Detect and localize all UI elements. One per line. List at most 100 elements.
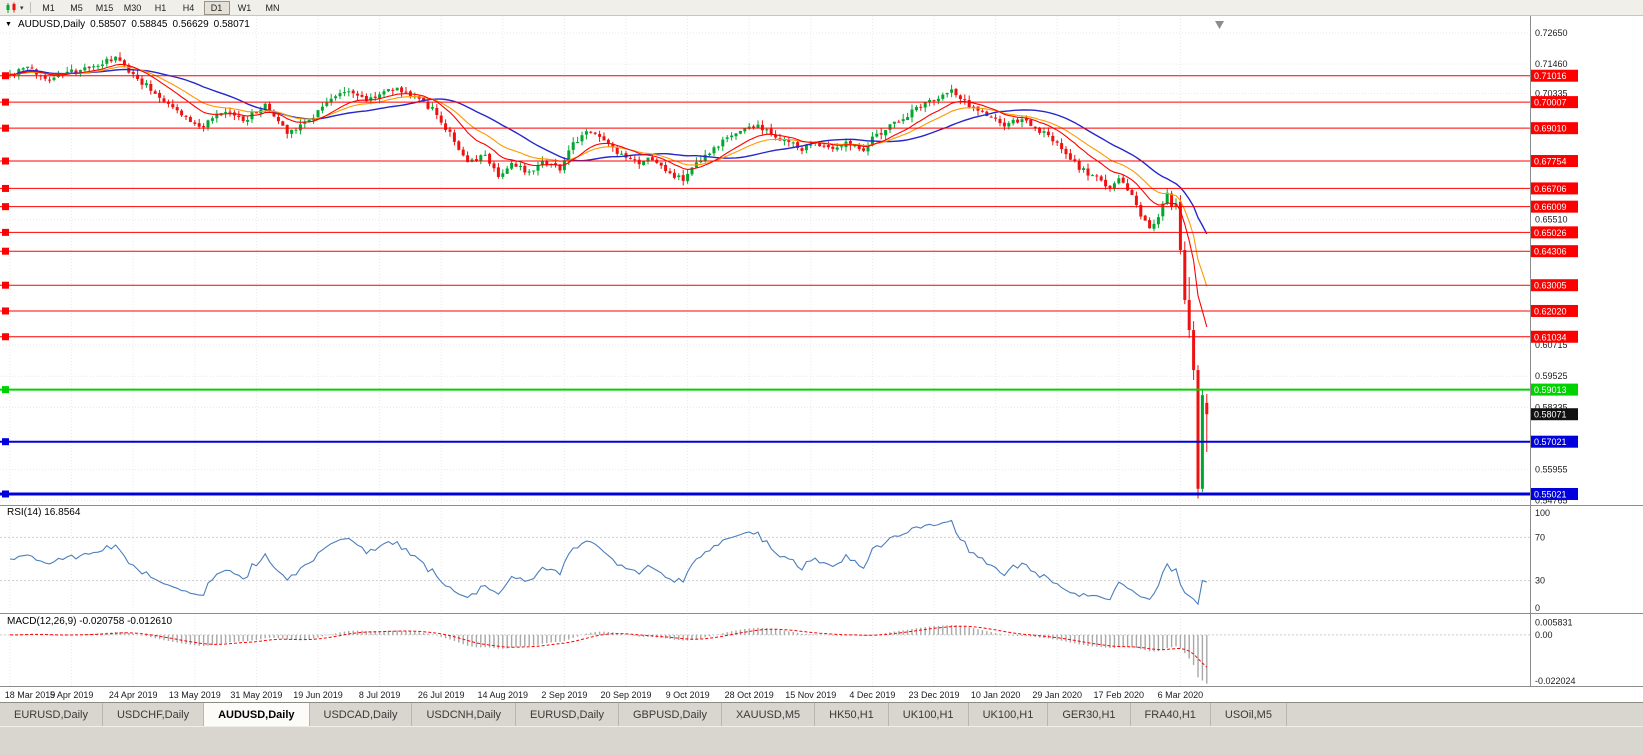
svg-text:0.69010: 0.69010 — [1534, 124, 1567, 134]
svg-text:0.66009: 0.66009 — [1534, 202, 1567, 212]
date-label: 26 Jul 2019 — [418, 690, 465, 700]
price-badge-0.65026: 0.65026 — [1531, 226, 1578, 239]
date-label: 2 Sep 2019 — [541, 690, 587, 700]
price-axis-label: 0.60715 — [1535, 340, 1568, 350]
timeframe-button-h1[interactable]: H1 — [154, 2, 167, 13]
svg-text:0.70007: 0.70007 — [1534, 98, 1567, 108]
dropdown-caret-icon: ▾ — [20, 4, 24, 12]
timeframe-button-m1[interactable]: M1 — [42, 2, 55, 13]
ohlc-open: 0.58507 — [90, 19, 127, 30]
price-axis: 0.72650 0.71460 0.70335 0.65510 0.60715 0.595… — [1535, 28, 1576, 686]
svg-text:0.62020: 0.62020 — [1534, 306, 1567, 316]
rsi-line — [9, 519, 1207, 606]
chart-symbol-label: AUDUSD,Daily — [17, 19, 86, 30]
svg-text:0.55021: 0.55021 — [1534, 489, 1567, 499]
timeframe-button-m15[interactable]: M15 — [95, 2, 114, 13]
date-label: 20 Sep 2019 — [600, 690, 651, 700]
price-axis-label: 0.72650 — [1535, 28, 1568, 38]
timeframe-button-mn[interactable]: MN — [265, 2, 280, 13]
price-axis-label: 0.58335 — [1535, 402, 1568, 412]
timeframe-button-m30[interactable]: M30 — [123, 2, 142, 13]
status-bar — [0, 726, 1643, 755]
chart-tab-gbpusd-daily[interactable]: GBPUSD,Daily — [619, 703, 722, 726]
chart-tab-audusd-daily[interactable]: AUDUSD,Daily — [204, 703, 310, 726]
macd-axis-label: 0.00 — [1535, 630, 1553, 640]
price-badge-0.57021: 0.57021 — [1531, 435, 1578, 448]
rsi-axis-label: 100 — [1535, 508, 1550, 518]
chart-tab-usoil-m5[interactable]: USOil,M5 — [1210, 703, 1287, 726]
svg-text:0.57021: 0.57021 — [1534, 437, 1567, 447]
chart-tab-usdcnh-daily[interactable]: USDCNH,Daily — [412, 703, 517, 726]
date-label: 15 Nov 2019 — [785, 690, 836, 700]
date-label: 31 May 2019 — [230, 690, 282, 700]
chart-tab-ger30-h1[interactable]: GER30,H1 — [1048, 703, 1131, 726]
collapse-ohlc-icon[interactable]: ▼ — [5, 21, 12, 28]
price-badge-0.55021: 0.55021 — [1531, 487, 1578, 500]
chart-tab-eurusd-daily[interactable]: EURUSD,Daily — [516, 703, 619, 726]
macd-histogram — [13, 624, 1208, 684]
svg-text:0.66706: 0.66706 — [1534, 184, 1567, 194]
price-badge-0.61034: 0.61034 — [1531, 330, 1578, 343]
price-badges: 0.71016 0.70007 0.69010 0.67754 0.66706 0.660… — [1531, 69, 1578, 500]
chart-tab-usdcad-daily[interactable]: USDCAD,Daily — [309, 703, 413, 726]
chart-tab-usdchf-daily[interactable]: USDCHF,Daily — [102, 703, 205, 726]
ohlc-close: 0.58071 — [213, 19, 250, 30]
price-badge-0.66009: 0.66009 — [1531, 200, 1578, 213]
date-label: 9 Oct 2019 — [666, 690, 710, 700]
chart-shift-marker-icon[interactable] — [1215, 21, 1224, 29]
macd-signal-line — [10, 625, 1208, 668]
price-axis-label: 0.55955 — [1535, 465, 1568, 475]
chart-tab-fra40-h1[interactable]: FRA40,H1 — [1130, 703, 1211, 726]
svg-text:0.58071: 0.58071 — [1534, 410, 1567, 420]
svg-text:0.63005: 0.63005 — [1534, 281, 1567, 291]
chart-tab-eurusd-daily[interactable]: EURUSD,Daily — [0, 703, 103, 726]
macd-axis-label: -0.022024 — [1535, 676, 1576, 686]
date-label: 6 Mar 2020 — [1158, 690, 1204, 700]
rsi-indicator-label: RSI(14) 16.8564 — [7, 507, 81, 518]
price-badge-0.64306: 0.64306 — [1531, 245, 1578, 258]
date-label: 29 Jan 2020 — [1032, 690, 1082, 700]
date-label: 28 Oct 2019 — [725, 690, 774, 700]
chart-tab-hk50-h1[interactable]: HK50,H1 — [815, 703, 889, 726]
price-axis-label: 0.65510 — [1535, 215, 1568, 225]
toolbar-separator — [29, 2, 31, 13]
date-label: 23 Dec 2019 — [908, 690, 959, 700]
chart-window[interactable]: 0.72650 0.71460 0.70335 0.65510 0.60715 0.595… — [0, 16, 1643, 702]
macd-indicator-label: MACD(12,26,9) -0.020758 -0.012610 — [7, 616, 173, 627]
date-label: 14 Aug 2019 — [478, 690, 529, 700]
chart-tab-uk100-h1[interactable]: UK100,H1 — [888, 703, 969, 726]
date-label: 5 Apr 2019 — [50, 690, 94, 700]
timeframe-button-h4[interactable]: H4 — [182, 2, 195, 13]
rsi-axis-label: 30 — [1535, 576, 1545, 586]
price-badge-0.59013: 0.59013 — [1531, 383, 1578, 396]
rsi-axis-label: 70 — [1535, 532, 1545, 542]
svg-text:0.61034: 0.61034 — [1534, 332, 1567, 342]
price-badge-0.71016: 0.71016 — [1531, 69, 1578, 82]
horizontal-lines — [0, 75, 1530, 496]
chart-tab-uk100-h1[interactable]: UK100,H1 — [968, 703, 1049, 726]
date-label: 4 Dec 2019 — [849, 690, 895, 700]
timeframe-button-w1[interactable]: W1 — [237, 2, 252, 13]
grid — [0, 16, 1530, 686]
timeframe-button-m5[interactable]: M5 — [70, 2, 83, 13]
svg-text:0.67754: 0.67754 — [1534, 157, 1567, 167]
ma-fast-line — [9, 63, 1208, 328]
ma-mid-line — [10, 66, 1208, 287]
timeframe-button-d1[interactable]: D1 — [203, 0, 230, 15]
chart-tab-xauusd-m5[interactable]: XAUUSD,M5 — [721, 703, 816, 726]
ma-slow-line — [9, 68, 1208, 235]
svg-text:0.64306: 0.64306 — [1534, 247, 1567, 257]
price-chart-svg[interactable]: 0.72650 0.71460 0.70335 0.65510 0.60715 0.595… — [0, 16, 1643, 702]
price-badge-0.70007: 0.70007 — [1531, 96, 1578, 109]
price-axis-label: 0.71460 — [1535, 59, 1568, 69]
price-badge-0.67754: 0.67754 — [1531, 155, 1578, 168]
date-label: 8 Jul 2019 — [359, 690, 401, 700]
price-badge-0.69010: 0.69010 — [1531, 122, 1578, 135]
price-axis-label: 0.59525 — [1535, 371, 1568, 381]
rsi-axis-label: 0 — [1535, 603, 1540, 613]
chart-type-button[interactable]: ▾ — [3, 1, 26, 15]
chart-tab-bar: EURUSD,Daily USDCHF,Daily AUDUSD,Daily USDC… — [0, 702, 1643, 726]
candlestick-series — [8, 52, 1209, 499]
ohlc-high: 0.58845 — [131, 19, 168, 30]
